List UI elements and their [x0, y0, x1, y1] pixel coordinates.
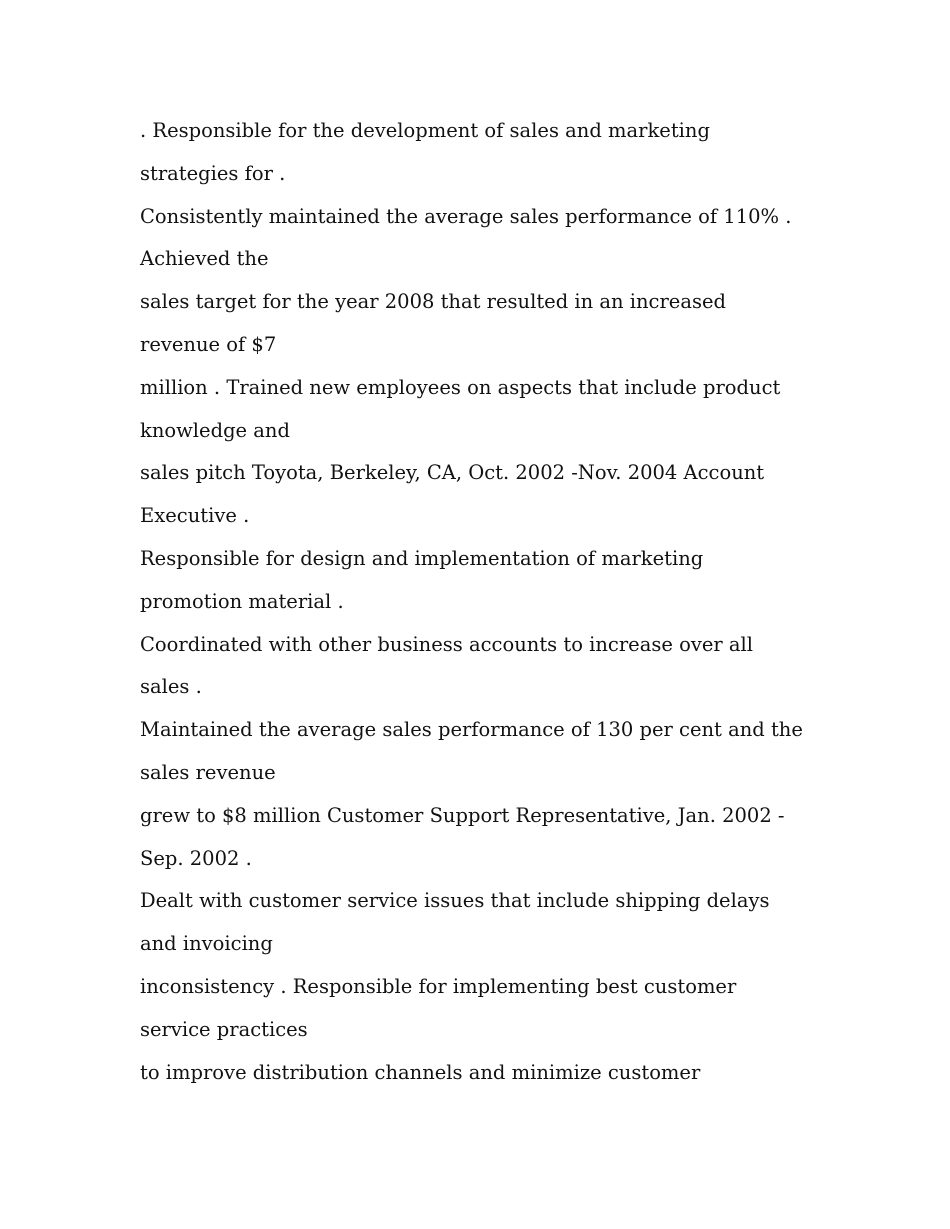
- text-line: sales target for the year 2008 that resu…: [140, 290, 726, 314]
- text-line: Coordinated with other business accounts…: [140, 632, 754, 656]
- text-line: to improve distribution channels and min…: [140, 1060, 701, 1084]
- text-line: million . Trained new employees on aspec…: [140, 375, 781, 399]
- text-line: revenue of $7: [140, 332, 277, 356]
- text-line: strategies for .: [140, 161, 286, 185]
- text-line: Dealt with customer service issues that …: [140, 889, 770, 913]
- text-line: Maintained the average sales performance…: [140, 718, 803, 742]
- document-page: . Responsible for the development of sal…: [140, 110, 840, 1094]
- text-line: and invoicing: [140, 932, 273, 956]
- text-line: knowledge and: [140, 418, 290, 442]
- text-line: sales revenue: [140, 760, 276, 784]
- text-line: service practices: [140, 1017, 308, 1041]
- text-line: sales .: [140, 675, 202, 699]
- text-line: Achieved the: [140, 247, 269, 271]
- text-line: inconsistency . Responsible for implemen…: [140, 974, 737, 998]
- text-line: Executive .: [140, 504, 250, 528]
- text-line: sales pitch Toyota, Berkeley, CA, Oct. 2…: [140, 461, 765, 485]
- text-line: promotion material .: [140, 589, 344, 613]
- text-line: . Responsible for the development of sal…: [140, 119, 710, 142]
- text-line: Consistently maintained the average sale…: [140, 204, 792, 228]
- text-line: Responsible for design and implementatio…: [140, 546, 704, 570]
- text-line: Sep. 2002 .: [140, 846, 252, 870]
- text-line: grew to $8 million Customer Support Repr…: [140, 803, 785, 827]
